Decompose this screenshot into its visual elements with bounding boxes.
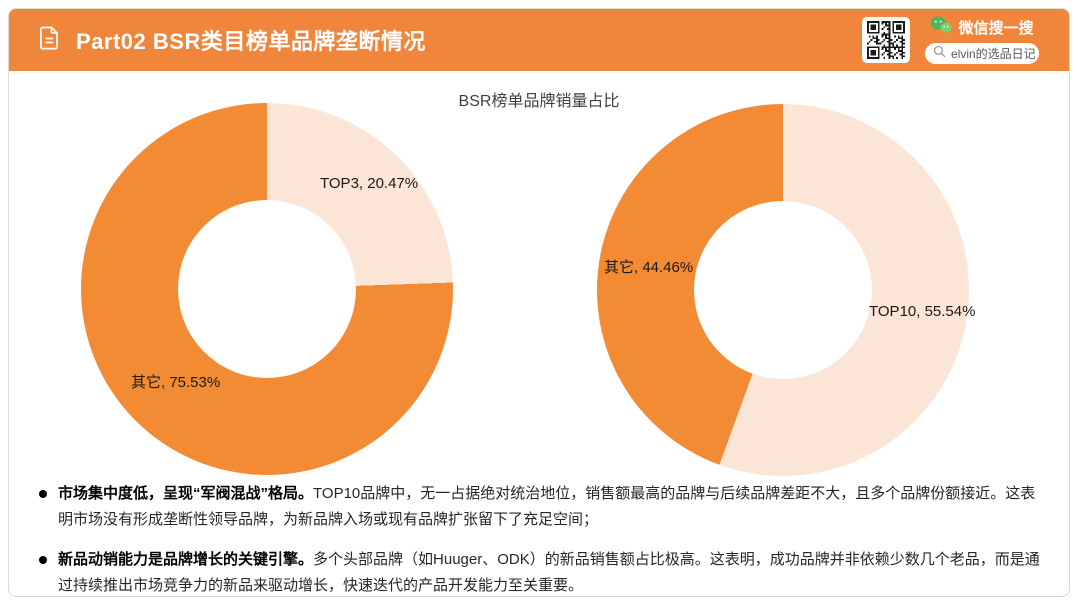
- wechat-search-widget: 微信搜一搜 elvin的选品日记: [925, 16, 1039, 64]
- header-right: 微信搜一搜 elvin的选品日记: [862, 16, 1039, 64]
- insights-list: 市场集中度低，呈现“军阀混战”格局。TOP10品牌中，无一占据绝对统治地位，销售…: [39, 481, 1049, 596]
- donut-hole-left: [177, 199, 357, 379]
- insight-bold-text: 新品动销能力是品牌增长的关键引擎。: [58, 551, 314, 568]
- insight-item-market-concentration: 市场集中度低，呈现“军阀混战”格局。TOP10品牌中，无一占据绝对统治地位，销售…: [39, 481, 1049, 533]
- qr-pattern: [867, 21, 905, 59]
- insight-body-text: TOP10品牌中，无一占据绝对统治地位，销售额最高的品牌与后续品牌差距不大，且多…: [58, 485, 1036, 528]
- donut-chart-left: [81, 103, 453, 475]
- insight-item-new-product-growth: 新品动销能力是品牌增长的关键引擎。多个头部品牌（如Huuger、ODK）的新品销…: [39, 547, 1049, 596]
- chart-title: BSR榜单品牌销量占比: [458, 93, 620, 110]
- donut-hole-right: [693, 200, 873, 380]
- donut-chart-right: [597, 104, 969, 476]
- slice-label-top3: TOP3, 20.47%: [320, 175, 419, 192]
- qr-code: [862, 17, 910, 63]
- header: Part02 BSR类目榜单品牌垄断情况: [9, 9, 1069, 71]
- wechat-search-header: 微信搜一搜: [930, 16, 1034, 39]
- search-icon: [933, 45, 946, 63]
- wechat-search-box[interactable]: elvin的选品日记: [925, 43, 1039, 64]
- bullet-icon: [39, 556, 47, 564]
- page-title: Part02 BSR类目榜单品牌垄断情况: [76, 29, 426, 54]
- insight-bold-text: 市场集中度低，呈现“军阀混战”格局。: [58, 485, 314, 502]
- wechat-icon: [930, 16, 953, 39]
- chart-region: BSR榜单品牌销量占比 TOP3, 20.47% 其它, 75.53% 其它, …: [9, 71, 1069, 476]
- slice-label-top10: TOP10, 55.54%: [869, 303, 976, 320]
- bullet-icon: [39, 490, 47, 498]
- slice-label-other-right: 其它, 44.46%: [604, 259, 694, 276]
- insight-body-text: 多个头部品牌（如Huuger、ODK）的新品销售额占比极高。这表明，成功品牌并非…: [58, 551, 1040, 594]
- wechat-search-label: 微信搜一搜: [958, 20, 1034, 37]
- article-card: Part02 BSR类目榜单品牌垄断情况: [8, 8, 1070, 597]
- slice-label-other-left: 其它, 75.53%: [131, 374, 221, 391]
- document-icon: [35, 24, 63, 57]
- header-left: Part02 BSR类目榜单品牌垄断情况: [35, 24, 426, 57]
- search-text: elvin的选品日记: [951, 47, 1036, 61]
